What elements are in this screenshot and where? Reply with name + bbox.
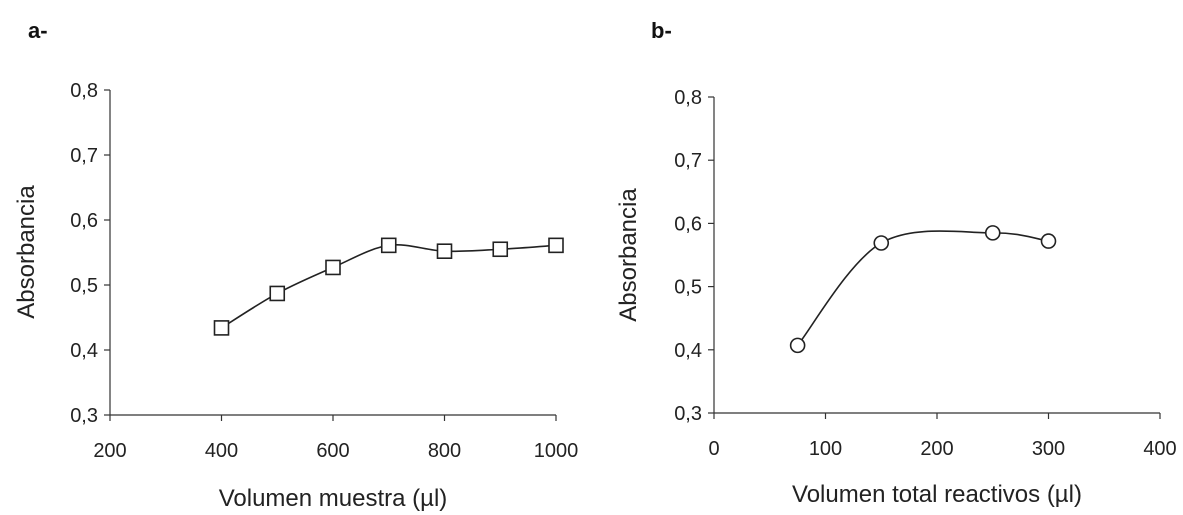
y-tick-label: 0,4 bbox=[674, 340, 702, 362]
x-tick-label: 0 bbox=[708, 438, 719, 460]
y-tick-label: 0,5 bbox=[674, 277, 702, 299]
y-tick-label: 0,5 bbox=[70, 275, 98, 297]
y-ticks-a: 0,3 0,4 0,5 0,6 0,7 0,8 bbox=[70, 80, 110, 427]
y-tick-label: 0,8 bbox=[70, 80, 98, 102]
panel-label-a: a- bbox=[28, 18, 48, 43]
data-point bbox=[380, 237, 397, 254]
data-point bbox=[548, 237, 564, 254]
y-tick-label: 0,6 bbox=[70, 210, 98, 232]
y-tick-label: 0,7 bbox=[70, 145, 98, 167]
x-axis-title-a: Volumen muestra (µl) bbox=[219, 485, 448, 512]
data-point bbox=[873, 235, 890, 251]
data-points-a bbox=[213, 237, 564, 336]
x-tick-label: 600 bbox=[316, 440, 349, 462]
x-tick-label: 400 bbox=[205, 440, 238, 462]
y-tick-label: 0,3 bbox=[674, 403, 702, 425]
y-ticks-b: 0,3 0,4 0,5 0,6 0,7 0,8 bbox=[674, 87, 714, 425]
x-tick-label: 300 bbox=[1032, 438, 1065, 460]
data-point bbox=[789, 337, 806, 354]
y-tick-label: 0,4 bbox=[70, 340, 98, 362]
x-tick-label: 100 bbox=[809, 438, 842, 460]
data-point bbox=[984, 225, 1001, 241]
chart-a: a- 0,3 0,4 0,5 0,6 0,7 0,8 200 400 600 800 1000 A… bbox=[13, 18, 578, 512]
series-line-b bbox=[797, 230, 1049, 346]
x-ticks-b: 0 100 200 300 400 bbox=[708, 413, 1177, 460]
data-point bbox=[1040, 233, 1057, 249]
x-ticks-a: 200 400 600 800 1000 bbox=[93, 415, 578, 462]
x-tick-label: 1000 bbox=[534, 440, 579, 462]
x-tick-label: 200 bbox=[93, 440, 126, 462]
data-point bbox=[325, 259, 341, 276]
y-tick-label: 0,6 bbox=[674, 213, 702, 235]
data-point bbox=[492, 241, 509, 258]
x-tick-label: 800 bbox=[428, 440, 461, 462]
y-axis-title-a: Absorbancia bbox=[13, 185, 40, 319]
y-tick-label: 0,7 bbox=[674, 150, 702, 172]
data-point bbox=[213, 320, 230, 336]
data-points-b bbox=[789, 225, 1057, 354]
y-tick-label: 0,3 bbox=[70, 405, 98, 427]
chart-b: b- 0,3 0,4 0,5 0,6 0,7 0,8 0 100 200 300 400 Abso… bbox=[615, 18, 1177, 508]
data-point bbox=[269, 285, 286, 302]
x-axis-title-b: Volumen total reactivos (µl) bbox=[792, 481, 1082, 508]
y-axis-title-b: Absorbancia bbox=[615, 188, 642, 322]
x-tick-label: 200 bbox=[920, 438, 953, 460]
y-tick-label: 0,8 bbox=[674, 87, 702, 109]
x-tick-label: 400 bbox=[1143, 438, 1176, 460]
data-point bbox=[436, 243, 453, 259]
panel-label-b: b- bbox=[651, 18, 672, 43]
